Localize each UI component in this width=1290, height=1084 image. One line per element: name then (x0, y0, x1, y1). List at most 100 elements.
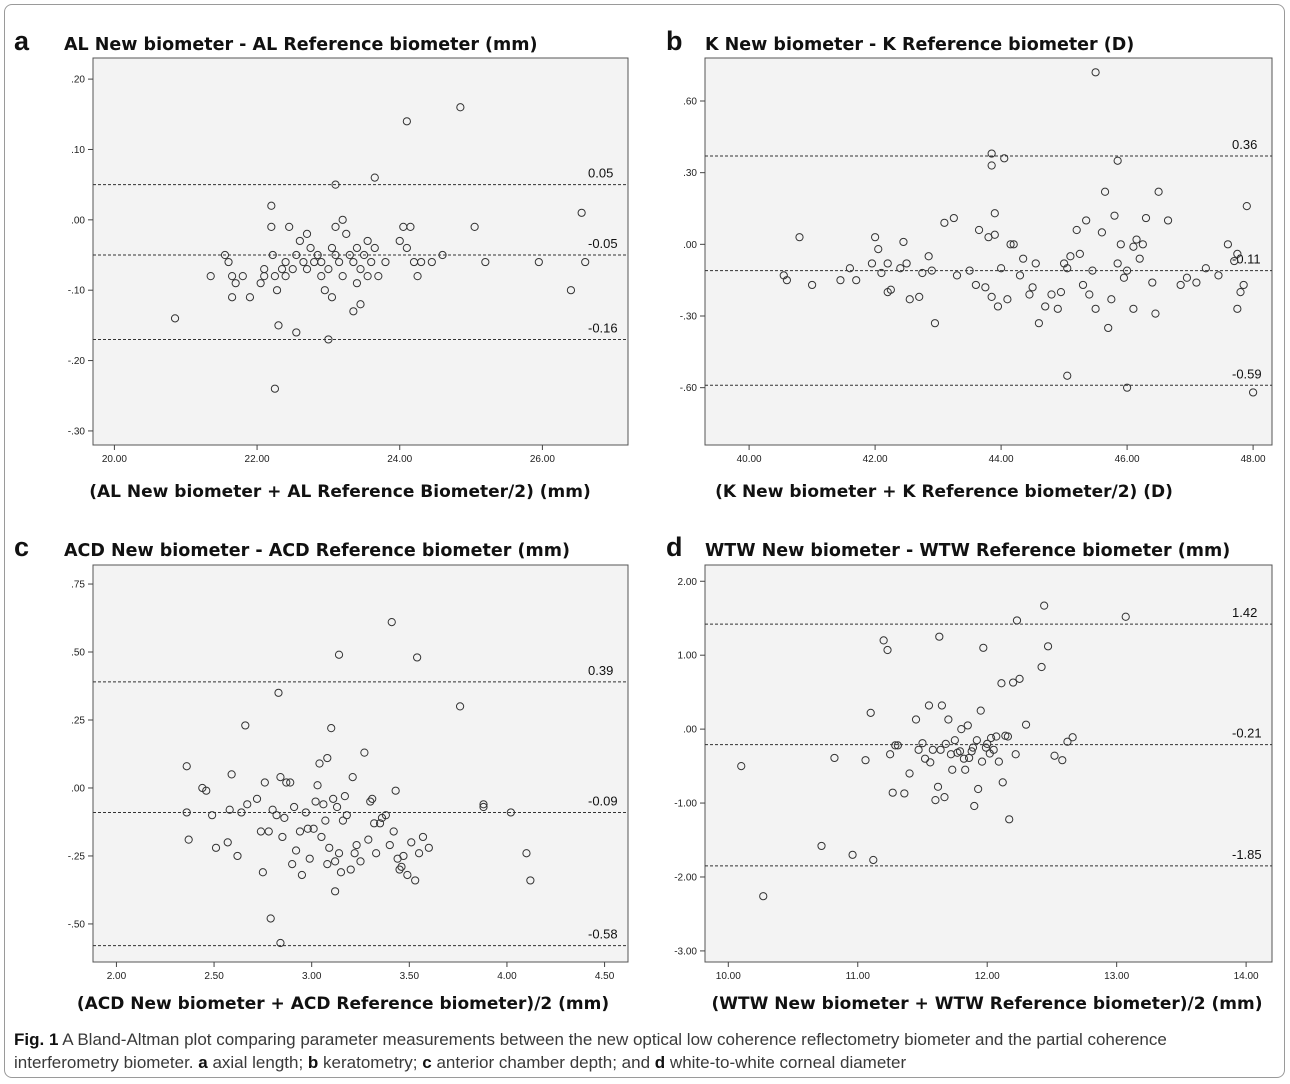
reference-line-label: 0.39 (588, 663, 613, 678)
data-point (455, 702, 465, 711)
data-point (331, 857, 340, 866)
data-point (795, 233, 804, 242)
data-point (367, 257, 376, 267)
data-point (338, 215, 347, 224)
reference-line-label: -0.21 (1232, 726, 1262, 741)
x-tick-label: 4.50 (595, 971, 615, 982)
data-point (288, 860, 297, 869)
data-point (238, 272, 247, 281)
x-axis-label-d: (WTW New biometer + WTW Reference biomet… (712, 994, 1263, 1014)
data-point (1242, 202, 1251, 211)
data-point (170, 314, 180, 323)
data-point (1006, 240, 1015, 249)
data-point (267, 222, 276, 231)
y-tick-label: -2.00 (674, 872, 697, 883)
data-point (974, 784, 983, 794)
data-point (877, 268, 886, 278)
data-point (968, 743, 978, 752)
x-axis-label-a: (AL New biometer + AL Reference Biometer… (89, 482, 591, 502)
data-point (402, 117, 411, 126)
data-point (414, 849, 424, 858)
data-point (926, 758, 935, 767)
data-point (949, 213, 958, 223)
data-point (282, 778, 291, 787)
data-point (305, 854, 314, 863)
data-point (335, 257, 344, 267)
data-point (243, 800, 252, 809)
data-point (1028, 283, 1037, 292)
panel-d: d WTW New biometer - WTW Reference biomet… (666, 532, 1273, 1014)
data-point (852, 276, 861, 285)
caption-part-b: keratometry; (323, 1053, 418, 1072)
data-point (349, 307, 358, 316)
data-point (327, 724, 336, 733)
data-point (979, 643, 988, 652)
data-point (456, 103, 465, 112)
data-point (352, 243, 362, 253)
x-tick-label: 3.50 (400, 971, 420, 982)
data-point (182, 808, 191, 817)
data-point (363, 272, 372, 281)
data-point (402, 243, 411, 253)
data-point (1100, 187, 1110, 196)
reference-line-label: -0.16 (588, 320, 618, 335)
caption-letter-a: a (198, 1053, 208, 1072)
data-point (1053, 304, 1062, 313)
data-point (260, 272, 269, 281)
data-point (375, 819, 385, 828)
data-point (848, 850, 857, 859)
data-point (933, 782, 943, 791)
data-point (918, 268, 927, 278)
data-point (1151, 309, 1160, 318)
data-point (211, 843, 221, 852)
data-point (902, 259, 911, 268)
figure-frame (4, 4, 1285, 1078)
data-point (1034, 319, 1044, 328)
data-point (352, 279, 362, 288)
data-point (323, 860, 332, 869)
data-point (874, 245, 883, 254)
data-point (911, 715, 921, 724)
data-point (866, 708, 875, 717)
data-point (281, 272, 290, 281)
data-point (830, 753, 839, 763)
data-point (836, 276, 845, 285)
data-point (1201, 264, 1210, 273)
y-tick-label: .50 (71, 648, 85, 659)
data-point (334, 650, 344, 659)
data-point (1015, 674, 1024, 683)
data-point (331, 250, 340, 260)
data-point (1116, 240, 1125, 249)
data-point (399, 851, 408, 861)
plot-area-d (704, 564, 1273, 963)
data-point (280, 813, 289, 822)
data-point (266, 914, 275, 923)
panel-title-a: AL New biometer - AL Reference biometer … (64, 35, 538, 55)
data-point (319, 800, 328, 809)
data-point (1123, 266, 1132, 275)
data-point (227, 770, 236, 779)
data-point (237, 808, 246, 817)
data-point (971, 280, 981, 290)
data-point (223, 838, 232, 847)
data-point (1233, 304, 1242, 313)
data-point (944, 715, 953, 724)
data-point (256, 827, 266, 836)
data-point (208, 811, 217, 820)
data-point (323, 753, 332, 763)
data-point (309, 824, 318, 833)
data-point (272, 811, 281, 820)
y-tick-label: -.50 (68, 919, 86, 930)
y-tick-label: .00 (683, 725, 697, 736)
data-point (184, 835, 193, 844)
data-point (977, 757, 987, 766)
data-point (534, 257, 543, 267)
data-point (395, 236, 404, 246)
data-point (1121, 612, 1130, 621)
data-point (1005, 815, 1014, 824)
data-point (914, 745, 923, 754)
data-point (1129, 304, 1138, 313)
data-point (900, 789, 909, 798)
data-point (317, 832, 326, 842)
data-point (268, 805, 277, 814)
